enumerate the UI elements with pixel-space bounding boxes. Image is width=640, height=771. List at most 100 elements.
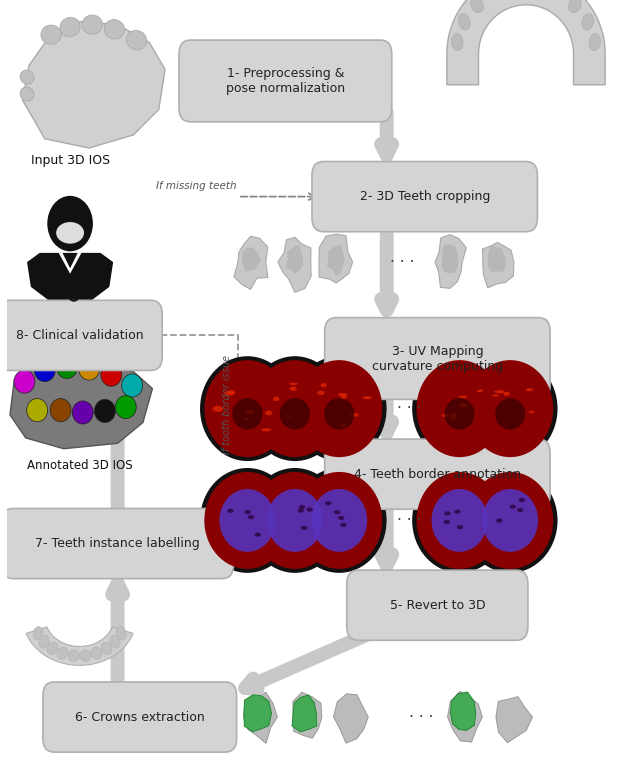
Ellipse shape	[68, 650, 79, 662]
Ellipse shape	[20, 87, 34, 101]
Ellipse shape	[14, 370, 35, 393]
Ellipse shape	[338, 516, 344, 520]
Ellipse shape	[463, 468, 557, 573]
Text: 5- Revert to 3D: 5- Revert to 3D	[390, 599, 485, 611]
Text: · · ·: · · ·	[410, 709, 434, 725]
Polygon shape	[447, 0, 605, 85]
Polygon shape	[435, 234, 467, 288]
Ellipse shape	[479, 389, 483, 392]
Polygon shape	[242, 247, 261, 271]
Ellipse shape	[101, 363, 122, 386]
Text: · · ·: · · ·	[397, 401, 421, 416]
Ellipse shape	[301, 526, 307, 530]
Ellipse shape	[82, 15, 102, 35]
Polygon shape	[292, 695, 317, 732]
Ellipse shape	[35, 359, 55, 382]
Ellipse shape	[200, 468, 295, 573]
Ellipse shape	[50, 399, 71, 422]
Ellipse shape	[299, 505, 305, 509]
Ellipse shape	[296, 360, 382, 457]
Ellipse shape	[458, 14, 470, 30]
Ellipse shape	[101, 642, 112, 655]
Ellipse shape	[325, 501, 332, 505]
FancyBboxPatch shape	[179, 40, 392, 122]
Ellipse shape	[273, 396, 280, 401]
Ellipse shape	[91, 647, 102, 659]
Ellipse shape	[350, 413, 359, 417]
Polygon shape	[234, 236, 268, 289]
Text: 3- UV Mapping
curvature computing: 3- UV Mapping curvature computing	[372, 345, 503, 372]
Ellipse shape	[56, 355, 77, 379]
Ellipse shape	[79, 357, 100, 380]
Ellipse shape	[525, 388, 533, 391]
Text: 2- 3D Teeth cropping: 2- 3D Teeth cropping	[360, 190, 490, 203]
Ellipse shape	[518, 498, 525, 502]
Ellipse shape	[412, 468, 507, 573]
Ellipse shape	[204, 360, 291, 457]
Ellipse shape	[204, 472, 291, 569]
Ellipse shape	[104, 19, 125, 39]
Ellipse shape	[33, 627, 43, 640]
Polygon shape	[483, 242, 514, 288]
Ellipse shape	[255, 533, 261, 537]
Polygon shape	[488, 244, 506, 273]
Ellipse shape	[47, 196, 93, 251]
Ellipse shape	[471, 0, 483, 12]
Ellipse shape	[492, 395, 499, 396]
Ellipse shape	[289, 382, 298, 385]
Ellipse shape	[450, 414, 456, 420]
FancyBboxPatch shape	[43, 682, 237, 752]
Ellipse shape	[444, 511, 451, 516]
Ellipse shape	[232, 398, 262, 429]
Ellipse shape	[340, 393, 347, 399]
Polygon shape	[451, 692, 476, 730]
Ellipse shape	[457, 525, 463, 530]
Ellipse shape	[265, 411, 273, 416]
Ellipse shape	[244, 510, 251, 514]
Ellipse shape	[122, 374, 143, 397]
Ellipse shape	[454, 510, 461, 513]
Ellipse shape	[39, 635, 49, 648]
Text: · · ·: · · ·	[397, 513, 421, 528]
Ellipse shape	[495, 398, 525, 429]
FancyBboxPatch shape	[324, 318, 550, 399]
Ellipse shape	[200, 356, 295, 461]
Ellipse shape	[243, 418, 250, 420]
Ellipse shape	[529, 410, 534, 413]
FancyBboxPatch shape	[312, 162, 538, 232]
Polygon shape	[10, 364, 152, 449]
Polygon shape	[292, 692, 322, 739]
Ellipse shape	[79, 650, 91, 662]
Ellipse shape	[261, 429, 271, 432]
FancyBboxPatch shape	[324, 439, 550, 510]
Ellipse shape	[287, 415, 292, 417]
Polygon shape	[59, 253, 81, 274]
Ellipse shape	[252, 360, 338, 457]
Polygon shape	[26, 627, 133, 665]
Polygon shape	[285, 245, 303, 274]
Polygon shape	[333, 694, 368, 743]
Ellipse shape	[589, 34, 600, 50]
Ellipse shape	[72, 401, 93, 424]
Polygon shape	[244, 695, 271, 732]
Ellipse shape	[340, 423, 346, 427]
Ellipse shape	[467, 472, 553, 569]
Ellipse shape	[267, 489, 323, 552]
Ellipse shape	[317, 391, 324, 396]
FancyBboxPatch shape	[2, 509, 234, 578]
Ellipse shape	[458, 396, 467, 399]
Ellipse shape	[582, 14, 594, 30]
FancyBboxPatch shape	[0, 301, 162, 371]
Polygon shape	[447, 692, 483, 742]
Ellipse shape	[47, 642, 58, 655]
Text: 6- Crowns extraction: 6- Crowns extraction	[75, 711, 205, 723]
Ellipse shape	[229, 390, 236, 395]
Ellipse shape	[568, 0, 581, 12]
Ellipse shape	[307, 507, 313, 512]
Text: 7- Teeth instance labelling: 7- Teeth instance labelling	[35, 537, 200, 550]
Ellipse shape	[452, 34, 463, 50]
Text: if tooth border issue: if tooth border issue	[222, 355, 232, 454]
Ellipse shape	[280, 398, 310, 429]
Ellipse shape	[27, 399, 47, 422]
Ellipse shape	[509, 504, 516, 509]
